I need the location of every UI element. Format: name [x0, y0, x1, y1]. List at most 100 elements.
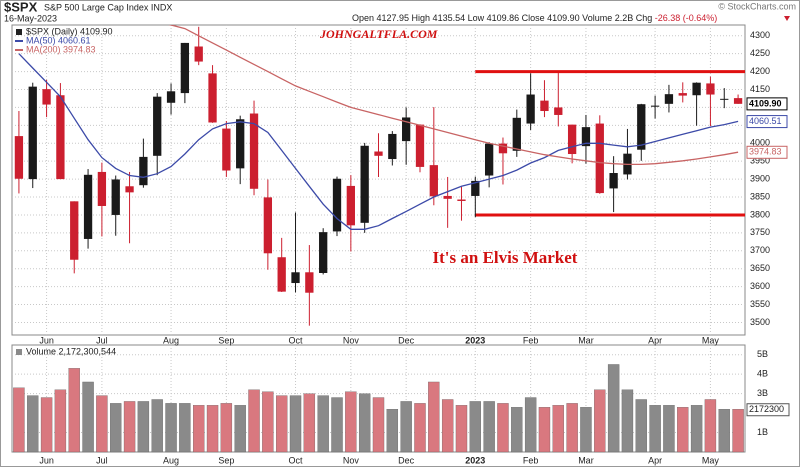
- candle-body: [374, 151, 383, 156]
- candle-body: [291, 272, 300, 284]
- ma-line: [168, 25, 739, 166]
- volume-bar: [552, 405, 564, 453]
- x-tick-label: May: [702, 335, 720, 345]
- price-tag-label: 3974.83: [749, 147, 782, 157]
- volume-bar: [206, 405, 219, 453]
- x-tick-label: Mar: [578, 455, 594, 465]
- candle-body: [319, 232, 328, 273]
- volume-bar: [289, 395, 302, 453]
- candle-body: [125, 186, 134, 193]
- y-tick-label: 3500: [750, 317, 770, 327]
- price-tag-box: [746, 97, 788, 111]
- candle-body: [595, 123, 604, 194]
- price-tag-label: 4109.90: [749, 98, 782, 108]
- ma-line: [18, 53, 739, 230]
- candle-body: [512, 117, 521, 151]
- candle-body: [678, 93, 687, 96]
- candle-body: [733, 98, 743, 104]
- quote: Open 4127.95 High 4135.54 Low 4109.86 Cl…: [352, 13, 717, 23]
- credit: © StockCharts.com: [718, 1, 796, 11]
- y-tick-label: 3800: [750, 209, 770, 219]
- volume-bar: [511, 407, 523, 453]
- quote-change: -26.38 (-0.64%): [655, 13, 718, 23]
- y-tick-label: 4150: [750, 84, 770, 94]
- ma-layer: [18, 25, 739, 230]
- volume-bar: [193, 405, 205, 453]
- volume-tick-label: 1B: [757, 427, 768, 437]
- price-tag-label: 4060.51: [749, 116, 782, 126]
- plot-layer: 3500 3550 3600 3650 3700 3750 3800 3850 3900 3950…: [12, 25, 790, 465]
- y-tick-label: 4000: [750, 138, 770, 148]
- volume-bar: [732, 409, 744, 453]
- volume-bar: [718, 409, 730, 453]
- volume-bar: [262, 391, 274, 453]
- y-tick-label: 3550: [750, 299, 770, 309]
- volume-bar: [372, 397, 385, 453]
- candle-body: [415, 124, 425, 167]
- candle-body: [236, 119, 245, 169]
- volume-bar: [40, 397, 53, 453]
- volume-bar: [13, 387, 25, 453]
- candle-body: [720, 98, 729, 100]
- candle-body: [14, 136, 24, 179]
- y-tick-label: 3700: [750, 245, 770, 255]
- volume-tick-label: 3B: [757, 388, 768, 398]
- y-tick-label: 4200: [750, 66, 770, 76]
- volume-bar: [607, 364, 620, 453]
- candle-body: [429, 165, 438, 197]
- legend-ma50: MA(50) 4060.61: [26, 35, 91, 45]
- volume-bar: [704, 399, 717, 453]
- x-tick-label: Aug: [163, 455, 179, 465]
- x-tick-label: Apr: [648, 455, 662, 465]
- x-tick-label: Jul: [96, 455, 108, 465]
- y-tick-label: 4250: [750, 48, 770, 58]
- volume-tick-label: 5B: [757, 349, 768, 359]
- volume-bar: [234, 405, 246, 453]
- volume-bar: [151, 399, 163, 453]
- x-tick-label: Jul: [96, 335, 108, 345]
- candle-body: [692, 82, 701, 96]
- candle-body: [249, 113, 259, 189]
- candle-body: [346, 185, 355, 226]
- volume-bar: [317, 395, 329, 453]
- x-tick-label: Feb: [523, 455, 539, 465]
- volume-bar: [594, 389, 606, 453]
- candle-body: [498, 143, 508, 154]
- volume-bar: [690, 405, 703, 453]
- volume-bar: [96, 395, 108, 453]
- candle-body: [56, 95, 65, 180]
- volume-bar: [414, 403, 426, 453]
- y-tick-label: 3950: [750, 156, 770, 166]
- legend-swatch: [16, 29, 22, 35]
- y-tick-label: 3650: [750, 263, 770, 273]
- volume-bar: [524, 397, 537, 453]
- candle-body: [554, 107, 563, 115]
- x-tick-label: 2023: [465, 335, 485, 345]
- candle-body: [277, 257, 286, 292]
- volume-bar: [110, 403, 122, 453]
- y-tick-label: 4300: [750, 30, 770, 40]
- candle-body: [484, 143, 494, 176]
- x-tick-label: Jun: [39, 335, 54, 345]
- chart-subtitle: S&P 500 Large Cap Index INDX: [44, 2, 172, 12]
- x-tick-label: Apr: [648, 335, 662, 345]
- candle-body: [388, 133, 397, 160]
- candle-body: [42, 89, 51, 105]
- volume-bar: [400, 401, 412, 453]
- volume-bar: [54, 389, 67, 453]
- volume-bar: [137, 401, 150, 453]
- volume-tag-box: [746, 403, 790, 417]
- x-tick-label: May: [702, 455, 720, 465]
- volume-bar: [469, 401, 481, 453]
- price-panel: [11, 24, 746, 336]
- legend-price: $SPX (Daily) 4109.90: [26, 26, 113, 36]
- volume-bar: [635, 399, 647, 453]
- legend-ma200: MA(200) 3974.83: [26, 44, 96, 54]
- candle-body: [706, 83, 715, 95]
- quote-text: Open 4127.95 High 4135.54 Low 4109.86 Cl…: [352, 13, 652, 23]
- candle-body: [139, 156, 148, 186]
- candle-body: [180, 42, 190, 94]
- date: 16-May-2023: [4, 13, 57, 23]
